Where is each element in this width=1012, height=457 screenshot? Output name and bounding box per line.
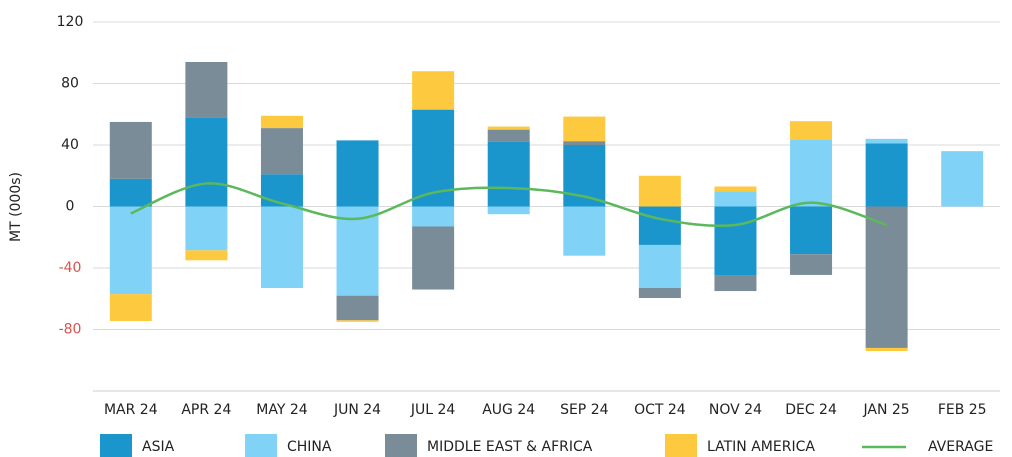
bar-segment	[185, 117, 228, 207]
bar-segment	[412, 206, 455, 227]
x-tick-label: NOV 24	[709, 402, 762, 418]
x-tick-label: OCT 24	[634, 402, 686, 418]
bar-segment	[790, 206, 833, 255]
y-tick-label: 40	[61, 137, 79, 153]
bar-segment	[109, 206, 152, 295]
bar-segment	[185, 61, 228, 118]
bar-segment	[714, 186, 757, 192]
y-tick-label: 0	[66, 199, 75, 215]
y-tick-label: -40	[59, 260, 82, 276]
bar-segment	[487, 126, 530, 130]
bar-segment	[185, 206, 228, 251]
bar-segment	[865, 143, 908, 207]
bar-segment	[109, 294, 152, 322]
bar-segment	[487, 129, 530, 142]
x-tick-label: MAR 24	[104, 402, 158, 418]
bar-segment	[638, 244, 681, 288]
bar-segment	[412, 226, 455, 290]
bar-segment	[336, 140, 379, 207]
bar-segment	[260, 128, 303, 175]
bar-segment	[865, 347, 908, 352]
bar-segment	[336, 295, 379, 321]
bar-segment	[714, 206, 757, 276]
x-tick-label: DEC 24	[785, 402, 837, 418]
x-tick-label: JAN 25	[863, 402, 910, 418]
bar-segment	[790, 254, 833, 275]
legend-label: ASIA	[142, 439, 175, 455]
y-tick-label: 80	[61, 76, 79, 92]
bar-segment	[260, 206, 303, 288]
legend-label: CHINA	[287, 439, 332, 455]
y-tick-label: 120	[57, 14, 84, 30]
x-tick-label: JUN 24	[333, 402, 381, 418]
bar-segment	[941, 151, 984, 207]
x-tick-label: AUG 24	[482, 402, 535, 418]
bar-segment	[790, 121, 833, 140]
bar-segment	[109, 178, 152, 207]
legend-label: LATIN AMERICA	[707, 439, 815, 455]
bar-segment	[638, 287, 681, 298]
bar-segment	[714, 191, 757, 207]
legend-swatch	[665, 434, 697, 457]
bar-segment	[109, 121, 152, 179]
y-axis-label: MT (000s)	[8, 172, 24, 242]
x-tick-label: JUL 24	[410, 402, 456, 418]
bar-segment	[563, 141, 606, 145]
bar-segment	[638, 175, 681, 207]
bar-segment	[865, 206, 908, 348]
y-tick-label: -80	[59, 322, 82, 338]
bar-segment	[487, 141, 530, 207]
x-tick-label: FEB 25	[938, 402, 987, 418]
bar-segment	[714, 275, 757, 292]
bar-segment	[336, 206, 379, 296]
bar-segment	[865, 138, 908, 144]
bar-segment	[487, 206, 530, 215]
bar-segment	[185, 250, 228, 261]
bar-segment	[336, 320, 379, 322]
legend-swatch	[100, 434, 132, 457]
bar-segment	[412, 71, 455, 110]
bar-segment	[563, 116, 606, 142]
x-tick-label: MAY 24	[256, 402, 307, 418]
x-tick-label: APR 24	[181, 402, 231, 418]
bar-segment	[563, 206, 606, 256]
legend-label: MIDDLE EAST & AFRICA	[427, 439, 593, 455]
legend-label: AVERAGE	[928, 439, 993, 455]
bar-segment	[260, 115, 303, 129]
legend-swatch	[245, 434, 277, 457]
x-tick-label: SEP 24	[560, 402, 609, 418]
bar-segment	[638, 206, 681, 245]
bar-segment	[790, 139, 833, 207]
legend-swatch	[385, 434, 417, 457]
bar-segment	[260, 174, 303, 207]
average-line	[130, 182, 887, 228]
